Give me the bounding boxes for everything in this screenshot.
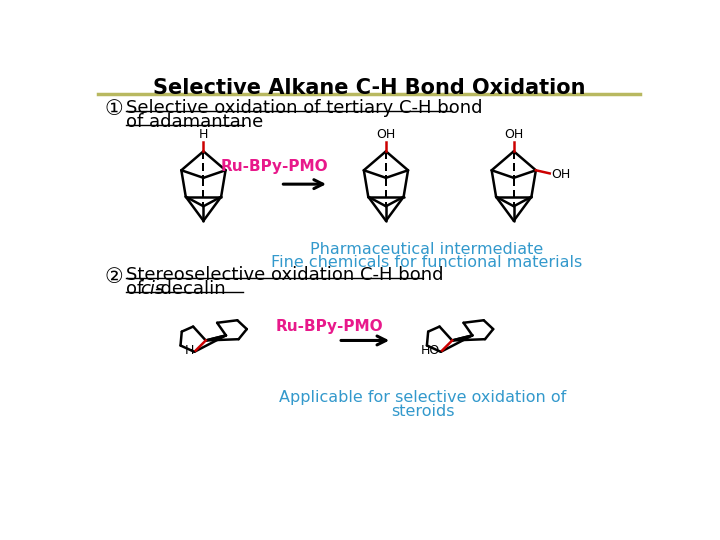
Text: steroids: steroids <box>391 403 454 418</box>
Text: Selective oxidation of tertiary C-H bond: Selective oxidation of tertiary C-H bond <box>127 99 483 117</box>
Text: Pharmaceutical intermediate: Pharmaceutical intermediate <box>310 242 544 257</box>
Text: H: H <box>199 127 208 140</box>
Text: HO: HO <box>421 344 440 357</box>
Text: Ru-BPy-PMO: Ru-BPy-PMO <box>275 319 383 334</box>
Text: OH: OH <box>551 168 570 181</box>
Text: of adamantane: of adamantane <box>127 113 264 131</box>
Text: Fine chemicals for functional materials: Fine chemicals for functional materials <box>271 255 582 270</box>
Text: Ru-BPy-PMO: Ru-BPy-PMO <box>220 159 328 174</box>
Text: Applicable for selective oxidation of: Applicable for selective oxidation of <box>279 390 567 405</box>
Text: cis: cis <box>140 280 165 299</box>
Text: Selective Alkane C-H Bond Oxidation: Selective Alkane C-H Bond Oxidation <box>153 78 585 98</box>
Text: Stereoselective oxidation C-H bond: Stereoselective oxidation C-H bond <box>127 266 444 284</box>
Text: OH: OH <box>377 127 395 140</box>
Text: ②: ② <box>104 267 123 287</box>
Text: H: H <box>184 344 194 357</box>
Text: ①: ① <box>104 99 123 119</box>
Text: of: of <box>127 280 150 299</box>
Text: -decalin: -decalin <box>154 280 226 299</box>
Text: OH: OH <box>504 127 523 140</box>
